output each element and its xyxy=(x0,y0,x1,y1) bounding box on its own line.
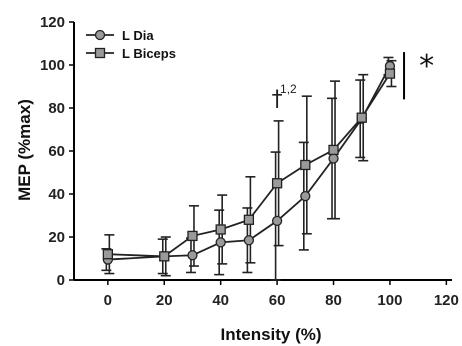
data-point xyxy=(300,190,311,202)
annotation-label: * xyxy=(419,49,434,84)
y-ticks: 0 20 40 60 80 100 120 xyxy=(40,14,74,289)
data-point xyxy=(102,249,114,260)
series-line-0 xyxy=(107,65,391,261)
y-tick-label: 0 xyxy=(57,272,65,289)
data-point xyxy=(271,215,283,227)
series-errorbars-0 xyxy=(101,56,394,281)
legend-marker xyxy=(94,29,106,41)
data-point xyxy=(328,144,339,156)
x-tick-label: 80 xyxy=(325,292,342,309)
legend-label: L Biceps xyxy=(122,46,176,61)
y-tick-label: 100 xyxy=(40,57,65,74)
y-tick-label: 60 xyxy=(48,143,65,160)
x-ticks: 0 20 40 60 80 100 120 xyxy=(104,280,459,309)
data-point xyxy=(271,178,283,189)
x-tick-label: 100 xyxy=(377,292,402,309)
x-tick-label: 40 xyxy=(212,292,229,309)
data-point xyxy=(187,250,198,261)
data-point xyxy=(328,153,339,164)
data-point xyxy=(243,235,255,246)
annotation-label: 1,2 xyxy=(280,82,297,96)
data-point xyxy=(243,214,255,225)
y-tick-label: 20 xyxy=(48,229,65,246)
data-point xyxy=(384,68,396,79)
y-tick-label: 120 xyxy=(40,14,65,31)
y-axis-title: MEP (%max) xyxy=(15,99,34,201)
x-tick-label: 0 xyxy=(104,292,112,309)
legend-label: L Dia xyxy=(122,28,154,43)
data-point xyxy=(187,230,198,242)
y-tick-label: 40 xyxy=(48,186,65,203)
data-point xyxy=(300,159,311,171)
x-tick-label: 60 xyxy=(269,292,286,309)
x-tick-label: 120 xyxy=(434,292,459,309)
data-point xyxy=(159,251,170,262)
series-markers-0 xyxy=(102,60,396,265)
series-markers-1 xyxy=(102,68,396,262)
data-point xyxy=(215,224,226,235)
series-line-1 xyxy=(107,73,391,258)
annotations: †1,2 * xyxy=(272,49,435,112)
x-tick-label: 20 xyxy=(156,292,173,309)
data-point xyxy=(356,112,367,123)
series-layer xyxy=(101,56,397,281)
y-tick-label: 80 xyxy=(48,100,65,117)
data-point xyxy=(215,237,226,248)
legend: L Dia L Biceps xyxy=(86,28,176,61)
annotation-label: † xyxy=(272,87,283,112)
legend-marker xyxy=(94,47,106,59)
x-axis-title: Intensity (%) xyxy=(220,325,321,344)
